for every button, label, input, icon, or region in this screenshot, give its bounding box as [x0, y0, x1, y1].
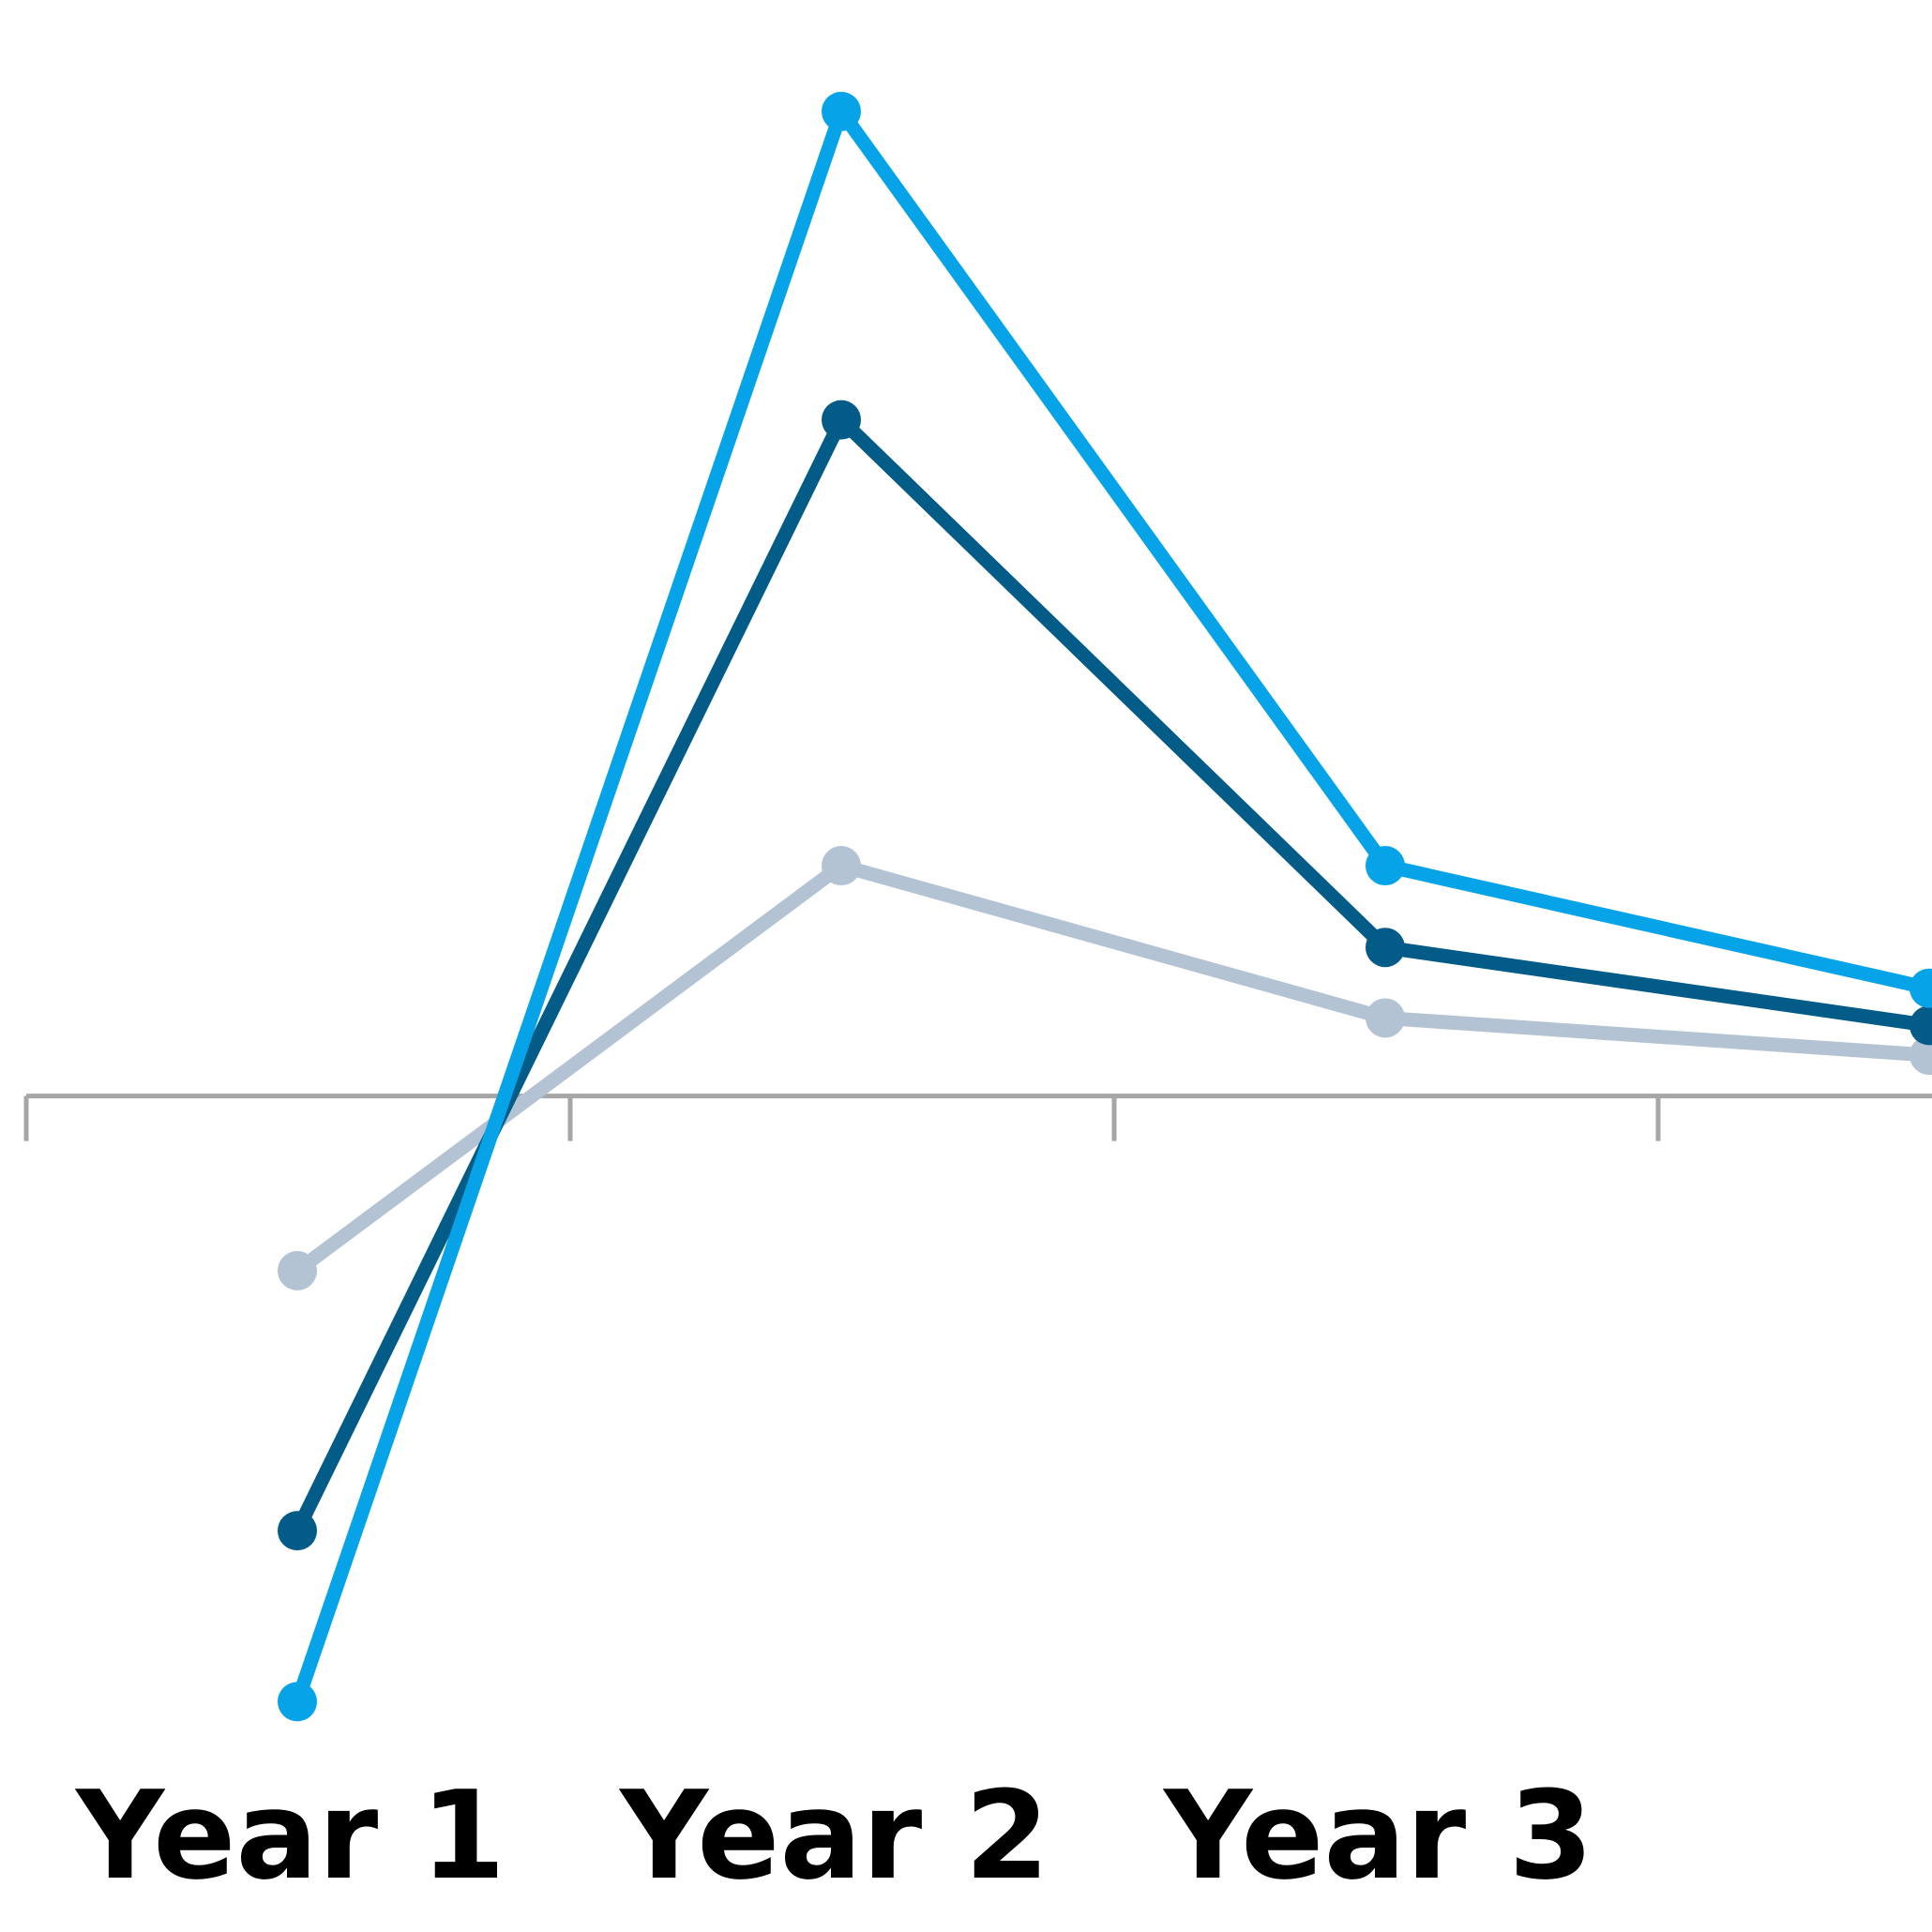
- series-1: [278, 91, 1932, 1722]
- series-3-line: [293, 857, 1930, 1276]
- category-label-year-3: Year 3: [1162, 1764, 1593, 1907]
- series-3-point-3: [1366, 998, 1405, 1038]
- series-1-line: [290, 96, 1931, 1704]
- series-1-point-3: [1366, 846, 1405, 886]
- series-2-point-3: [1366, 928, 1405, 968]
- series-2-point-4: [1909, 1005, 1932, 1046]
- category-label-year-2: Year 2: [618, 1764, 1049, 1907]
- series-2-point-2: [822, 400, 861, 440]
- series-2: [278, 400, 1932, 1551]
- series-3: [278, 846, 1932, 1291]
- series-2-point-1: [278, 1511, 317, 1551]
- series-1-point-1: [278, 1682, 317, 1722]
- category-label-year-1: Year 1: [74, 1764, 506, 1907]
- series-3-point-4: [1909, 1035, 1932, 1076]
- category-labels: Year 1 Year 2 Year 3: [74, 1764, 1593, 1907]
- series-3-point-2: [822, 846, 861, 886]
- series-layer: [278, 91, 1932, 1722]
- series-1-point-2: [822, 91, 861, 131]
- series-3-point-1: [278, 1250, 317, 1291]
- series-1-point-4: [1909, 968, 1932, 1008]
- x-axis: [23, 1094, 1932, 1141]
- series-2-line: [291, 408, 1931, 1534]
